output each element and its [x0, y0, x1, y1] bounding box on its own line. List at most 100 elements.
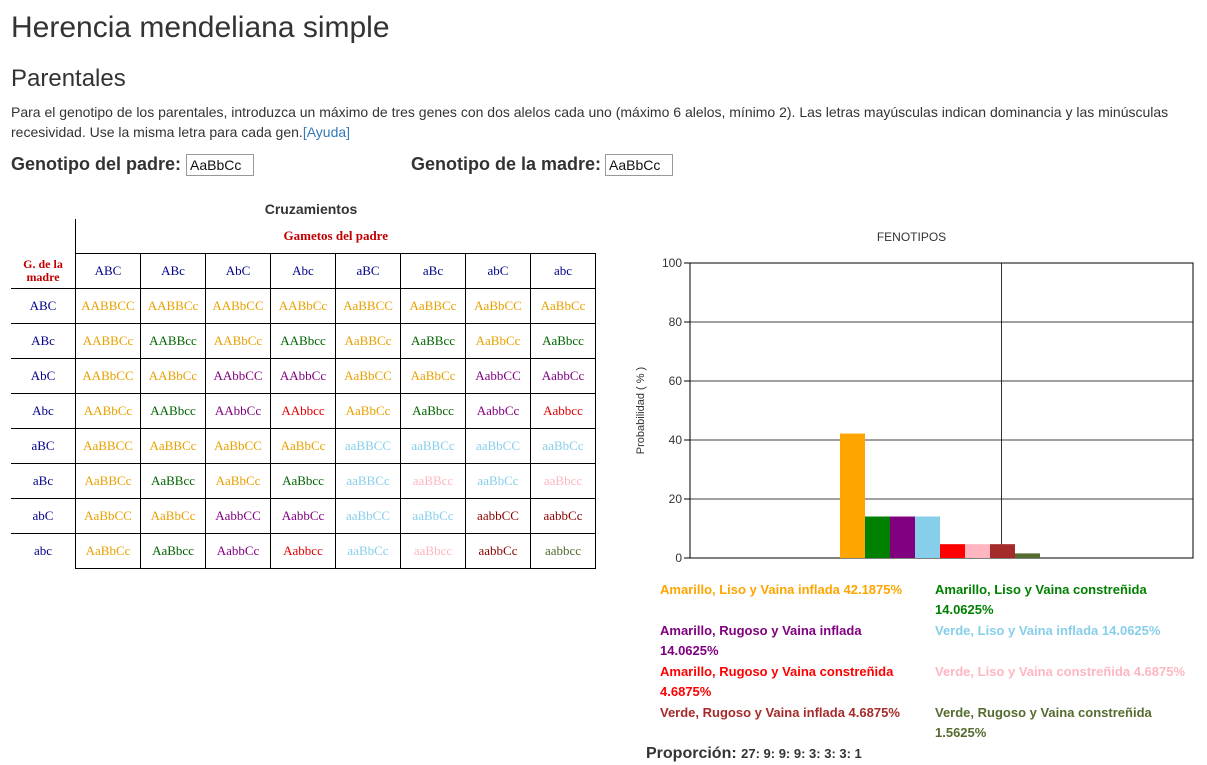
legend-item: Verde, Liso y Vaina constreñida 4.6875%	[935, 664, 1186, 679]
punnett-cell: Aabbcc	[270, 533, 336, 569]
punnett-cell: aaBbCc	[335, 533, 401, 569]
y-tick-label: 40	[669, 433, 683, 447]
y-axis-label: Probabilidad ( % )	[635, 367, 647, 454]
legend-item: Amarillo, Liso y Vaina inflada 42.1875%	[660, 582, 903, 597]
punnett-cell: AaBbCc	[530, 288, 596, 324]
punnett-cell: AabbCC	[465, 358, 531, 394]
father-genotype-label: Genotipo del padre:	[11, 154, 182, 174]
mother-gamete-header: ABc	[11, 323, 76, 359]
punnett-cell: AaBbCC	[465, 288, 531, 324]
mother-gamete-header: aBC	[11, 428, 76, 464]
punnett-cell: aabbCc	[465, 533, 531, 569]
punnett-cell: AABbCc	[140, 358, 206, 394]
legend-item: Verde, Rugoso y Vaina inflada 4.6875%	[660, 705, 900, 720]
punnett-cell: AaBBCC	[75, 428, 141, 464]
punnett-row: Abc AABbCc AABbcc AAbbCc AAbbcc AaBbCc AaBbcc A…	[11, 393, 596, 429]
punnett-cell: AaBbCC	[75, 498, 141, 534]
father-gamete-header: ABc	[140, 253, 206, 289]
proportion: Proporción: 27: 9: 9: 9: 3: 3: 3: 1	[646, 745, 862, 763]
punnett-cell: AAbbcc	[270, 393, 336, 429]
punnett-cell: Aabbcc	[530, 393, 596, 429]
punnett-cell: aaBbcc	[530, 463, 596, 499]
punnett-cell: AABbCc	[270, 288, 336, 324]
y-tick-label: 20	[669, 492, 683, 506]
punnett-cell: AabbCc	[205, 533, 271, 569]
punnett-corner	[11, 219, 76, 254]
punnett-cell: AaBBCC	[335, 288, 401, 324]
mother-gamete-header: AbC	[11, 358, 76, 394]
punnett-cell: AaBbCc	[400, 358, 466, 394]
mother-genotype-input[interactable]	[605, 154, 673, 176]
punnett-cell: AaBbCc	[270, 428, 336, 464]
punnett-cell: AaBbCc	[465, 323, 531, 359]
legend-item: Amarillo, Rugoso y Vaina constreñida 4.6…	[660, 664, 894, 699]
mother-genotype-label: Genotipo de la madre:	[411, 154, 602, 174]
phenotype-bar	[990, 544, 1015, 558]
father-gamete-header: abC	[465, 253, 531, 289]
punnett-cell: aabbcc	[530, 533, 596, 569]
plot-frame	[689, 262, 1194, 559]
punnett-cell: aaBBCC	[335, 428, 401, 464]
phenotype-bar	[1015, 553, 1040, 558]
legend-item: Amarillo, Liso y Vaina constreñida 14.06…	[935, 582, 1147, 617]
punnett-cell: AABBcc	[140, 323, 206, 359]
punnett-row: aBC AaBBCC AaBBCc AaBbCC AaBbCc aaBBCC aaBBCc a…	[11, 428, 596, 464]
legend-item: Amarillo, Rugoso y Vaina inflada 14.0625…	[660, 623, 862, 658]
punnett-row: ABC AABBCC AABBCc AABbCC AABbCc AaBBCC AaBBCc A…	[11, 288, 596, 324]
phenotype-chart-svg: FENOTIPOS 0 20 40 60 80 100 Probabilidad ( % )	[635, 230, 1194, 565]
punnett-cell: AABbCc	[75, 393, 141, 429]
punnett-cell: AAbbCC	[205, 358, 271, 394]
phenotype-bar	[915, 516, 940, 558]
punnett-cell: AaBbcc	[400, 393, 466, 429]
father-gamete-header: aBC	[335, 253, 401, 289]
father-gamete-header: abc	[530, 253, 596, 289]
punnett-cell: aaBBCc	[400, 428, 466, 464]
father-genotype-input[interactable]	[186, 154, 254, 176]
punnett-row: aBc AaBBCc AaBBcc AaBbCc AaBbcc aaBBCc aaBBcc a…	[11, 463, 596, 499]
punnett-cell: AABBCC	[75, 288, 141, 324]
father-gamete-header: aBc	[400, 253, 466, 289]
punnett-cell: AabbCc	[530, 358, 596, 394]
punnett-cell: AaBbcc	[270, 463, 336, 499]
punnett-cell: AaBBcc	[400, 323, 466, 359]
punnett-cell: aaBbCc	[465, 463, 531, 499]
y-tick-label: 0	[675, 551, 682, 565]
intro-body: Para el genotipo de los parentales, intr…	[11, 104, 1169, 140]
mother-gamete-header: ABC	[11, 288, 76, 324]
punnett-cell: AaBBCc	[75, 463, 141, 499]
phenotype-bar	[940, 544, 965, 558]
punnett-cell: AaBBCc	[140, 428, 206, 464]
punnett-cell: AaBBcc	[140, 463, 206, 499]
punnett-row: ABc AABBCc AABBcc AABbCc AABbcc AaBBCc AaBBcc A…	[11, 323, 596, 359]
mother-gamete-header: abc	[11, 533, 76, 569]
punnett-cell: AaBbCC	[335, 358, 401, 394]
phenotype-bar	[965, 544, 990, 558]
punnett-cell: aaBbCC	[465, 428, 531, 464]
punnett-cell: aaBbCC	[335, 498, 401, 534]
punnett-cell: AABbCc	[205, 323, 271, 359]
punnett-cell: AABBCc	[140, 288, 206, 324]
intro-text: Para el genotipo de los parentales, intr…	[11, 102, 1196, 142]
punnett-cell: aaBbCc	[530, 428, 596, 464]
mother-gamete-header: Abc	[11, 393, 76, 429]
y-tick-label: 80	[669, 315, 683, 329]
punnett-cell: AAbbCc	[270, 358, 336, 394]
help-link[interactable]: [Ayuda]	[302, 124, 351, 140]
punnett-cell: aaBbCc	[400, 498, 466, 534]
punnett-cell: AaBBCc	[400, 288, 466, 324]
father-gametes-label: Gametos del padre	[75, 219, 596, 254]
punnett-cell: aaBBCc	[335, 463, 401, 499]
punnett-cell: AaBbCc	[75, 533, 141, 569]
father-gamete-header: Abc	[270, 253, 336, 289]
punnett-cell: AABBCc	[75, 323, 141, 359]
proportion-value: 27: 9: 9: 9: 3: 3: 3: 1	[741, 746, 862, 761]
page-title: Herencia mendeliana simple	[11, 11, 390, 44]
punnett-cell: AaBbcc	[140, 533, 206, 569]
punnett-cell: AaBbCc	[140, 498, 206, 534]
punnett-cell: aabbCC	[465, 498, 531, 534]
proportion-label: Proporción:	[646, 745, 737, 762]
punnett-cell: aaBBcc	[400, 463, 466, 499]
section-title: Parentales	[11, 65, 126, 92]
crosses-title: Cruzamientos	[264, 201, 358, 217]
mother-gametes-label: G. de la madre	[11, 253, 76, 289]
